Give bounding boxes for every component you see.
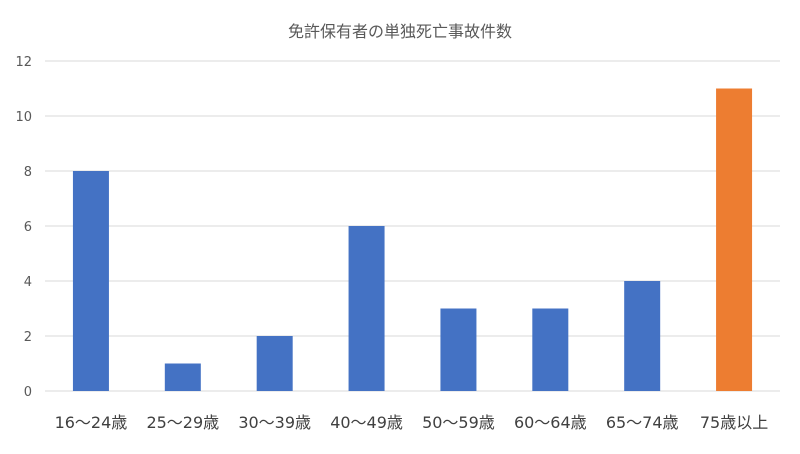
bar [716,88,753,391]
y-tick-label: 12 [15,55,32,70]
chart-title: 免許保有者の単独死亡事故件数 [288,22,512,41]
bar [532,308,569,391]
x-tick-label: 16〜24歳 [55,413,128,432]
bar [440,308,477,391]
bars [72,88,753,391]
y-tick-label: 2 [24,330,32,345]
y-tick-label: 8 [24,165,32,180]
x-tick-label: 25〜29歳 [146,413,219,432]
bar [348,226,385,391]
bar [164,363,201,391]
y-tick-label: 4 [24,275,32,290]
x-tick-label: 75歳以上 [700,413,768,432]
x-tick-label: 40〜49歳 [330,413,403,432]
bar [624,281,661,391]
x-tick-label: 50〜59歳 [422,413,495,432]
y-axis-ticks: 0 2 4 6 8 10 12 [15,55,32,400]
y-tick-label: 0 [24,385,32,400]
y-tick-label: 10 [15,110,32,125]
x-axis-ticks: 16〜24歳 25〜29歳 30〜39歳 40〜49歳 50〜59歳 60〜64歳 65〜7… [55,413,769,432]
gridlines [45,60,780,392]
bar [72,171,109,391]
x-tick-label: 30〜39歳 [238,413,311,432]
x-tick-label: 65〜74歳 [606,413,679,432]
y-tick-label: 6 [24,220,32,235]
bar [256,336,293,391]
x-tick-label: 60〜64歳 [514,413,587,432]
